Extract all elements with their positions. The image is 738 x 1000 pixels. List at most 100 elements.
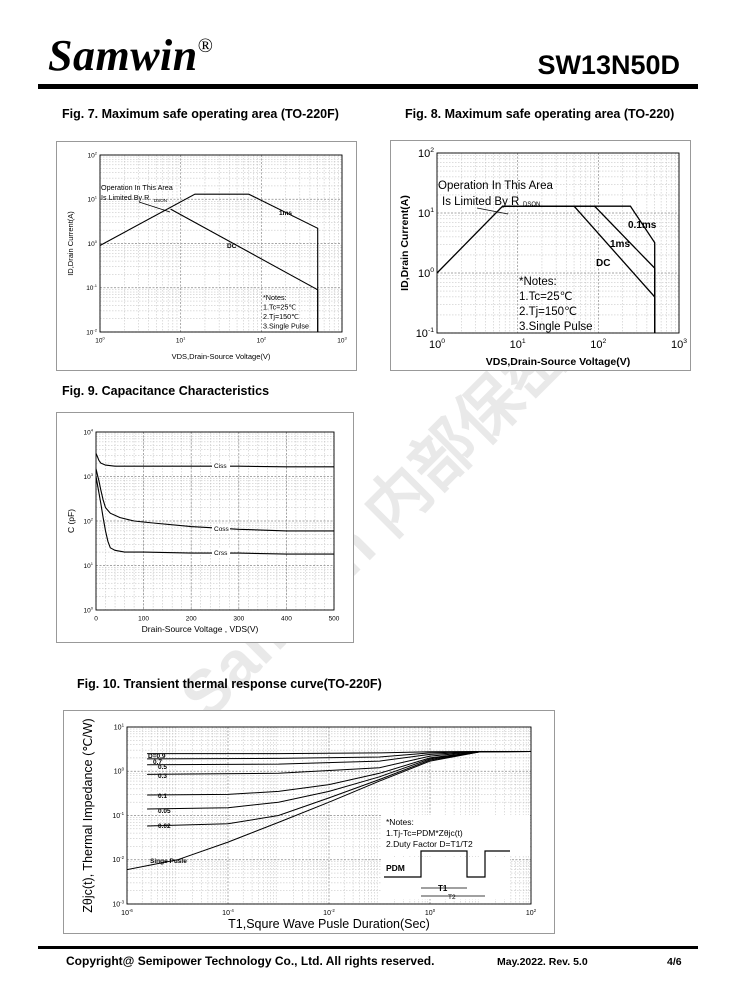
- fig8-annotation-arrow: [476, 207, 509, 215]
- svg-fig7-xtick-label: 101: [176, 336, 186, 345]
- svg-fig10-ytick-label: 100: [114, 767, 125, 776]
- footer-copyright: Copyright@ Semipower Technology Co., Ltd…: [66, 954, 435, 968]
- header-rule: [38, 84, 698, 89]
- fig9-label-bg-coss: [212, 524, 230, 533]
- svg-fig9-series-coss: [95, 468, 334, 532]
- svg-fig9-ylabel: C (pF): [66, 509, 76, 533]
- svg-fig10-ytick-label: 101: [114, 722, 125, 731]
- svg-fig9-series-crss: [95, 476, 334, 555]
- brand-registered-mark: ®: [197, 35, 214, 57]
- svg-fig7-xtick-label: 103: [337, 336, 347, 345]
- fig7-series-label-dc: DC: [227, 243, 237, 250]
- svg-fig10-series-singe-pusle: [126, 751, 532, 871]
- fig8-series-label-1ms: 1ms: [610, 239, 630, 250]
- svg-fig9-xtick-label: 100: [138, 616, 149, 623]
- svg-fig9-xtick-label: 0: [94, 616, 98, 623]
- svg-fig8-ylabel: ID,Drain Current(A): [399, 195, 411, 291]
- fig8-series-label-dc: DC: [596, 258, 610, 269]
- svg-fig7-ytick-label: 10-1: [86, 283, 98, 292]
- fig10-pulse-bg: [382, 857, 510, 899]
- fig8-annotation-rdson: DSON: [523, 202, 540, 208]
- svg-fig9-ytick-label: 102: [84, 516, 94, 525]
- fig7-note-3: 3.Single Pulse: [263, 322, 309, 331]
- fig10-series-label-5: 0.05: [158, 808, 171, 815]
- fig10-note-2: 2.Duty Factor D=T1/T2: [386, 839, 473, 849]
- svg-fig7-xlabel: VDS,Drain-Source Voltage(V): [172, 352, 271, 361]
- footer-revision: May.2022. Rev. 5.0: [497, 956, 588, 968]
- svg-fig7-ytick-label: 100: [88, 239, 98, 248]
- svg-fig8-ytick-label: 10-1: [416, 327, 435, 340]
- fig10-chart: 10-6 10-4 10-2 100 102 10-3 10-2 10-1 100 101 T1,S…: [63, 710, 555, 934]
- svg-fig10-ytick-label: 10-3: [112, 899, 124, 908]
- svg-fig10-ylabel: Zθjc(t), Thermal Impedance (℃/W): [81, 718, 95, 912]
- part-number: SW13N50D: [537, 50, 680, 80]
- svg-fig9-xlabel: Drain-Source Voltage , VDS(V): [142, 624, 259, 634]
- svg-fig10-axes-frame: [126, 726, 532, 905]
- svg-fig9-ytick-label: 100: [84, 605, 94, 614]
- fig7-note-2: 2.Tj=150℃: [263, 312, 299, 321]
- svg-fig10-xtick-label: 10-2: [323, 908, 335, 917]
- fig8-chart: 100 101 102 103 10-1 100 101 102 VDS,Drain-Sourc…: [390, 140, 691, 371]
- fig10-note-0: *Notes:: [386, 817, 414, 827]
- fig9-label-bg-crss: [212, 548, 230, 557]
- svg-fig9-ytick-label: 101: [84, 561, 94, 570]
- fig9-series-label-crss: Crss: [214, 550, 228, 557]
- fig7-chart: 100 101 102 103 10-2 10-1 100 101 102 VDS,Drain-S…: [56, 141, 357, 371]
- svg-fig7-series-1ms: [99, 193, 319, 332]
- fig7-annotation-arrow: [138, 201, 171, 213]
- fig10-series-label-1: 0.7: [153, 759, 162, 766]
- svg-fig7-ytick-label: 102: [88, 150, 98, 159]
- svg-fig10-xtick-label: 10-6: [121, 908, 133, 917]
- fig10-series-label-4: 0.1: [158, 793, 167, 800]
- svg-fig10-xtick-label: 102: [526, 908, 537, 917]
- fig7-series-label-1ms: 1ms: [279, 210, 292, 217]
- svg-fig10-ytick-label: 10-2: [112, 855, 124, 864]
- fig8-annotation-operation: Operation In This Area: [438, 180, 553, 192]
- svg-fig8-xtick-label: 101: [510, 338, 526, 351]
- fig7-note-1: 1.Tc=25℃: [263, 303, 296, 312]
- svg-fig10-series-0-05: [147, 751, 532, 810]
- footer-rule: [38, 946, 698, 949]
- svg-fig7-ylabel: ID,Drain Current(A): [66, 211, 75, 276]
- fig9-caption: Fig. 9. Capacitance Characteristics: [62, 384, 270, 398]
- svg-fig7-axes-frame: [99, 154, 343, 333]
- svg-fig8-ytick-label: 101: [418, 207, 434, 220]
- fig8-annotation-limited: Is Limited By R: [442, 196, 519, 208]
- svg-fig8-xtick-label: 100: [429, 338, 445, 351]
- fig10-note-1: 1.Tj-Tc=PDM*Zθjc(t): [386, 828, 463, 838]
- svg-fig7-series-dc: [170, 208, 319, 332]
- svg-fig8-ytick-label: 102: [418, 147, 434, 160]
- svg-fig9-series-ciss: [95, 453, 334, 468]
- fig10-series-label-2: 0.5: [158, 764, 167, 771]
- fig8-note-1: 1.Tc=25℃: [519, 291, 573, 303]
- fig10-series-label-0: D=0.9: [148, 753, 166, 760]
- fig8-note-2: 2.Tj=150℃: [519, 306, 577, 318]
- svg-fig9-xtick-label: 200: [186, 616, 197, 623]
- fig9-chart: 0 100 200 300 400 500 100 101 102 103 104 Drain-Sou…: [56, 412, 354, 643]
- svg-fig8-xtick-label: 103: [671, 338, 687, 351]
- fig10-pdm-label: PDM: [386, 863, 405, 873]
- brand-logo: Samwin®: [48, 34, 213, 78]
- fig7-plot: 100 101 102 103 10-2 10-1 100 101 102 VDS,Drain-S…: [66, 150, 348, 361]
- svg-fig10-xtick-label: 100: [425, 908, 436, 917]
- svg-fig8-series-dc: [502, 205, 656, 333]
- fig7-annotation-limited: Is Limited By R: [101, 193, 149, 202]
- fig8-note-3: 3.Single Pulse: [519, 321, 593, 333]
- fig10-pulse-waveform: [384, 850, 510, 878]
- fig9-label-bg-ciss: [212, 461, 230, 470]
- fig8-note-0: *Notes:: [519, 276, 557, 288]
- fig7-caption: Fig. 7. Maximum safe operating area (TO-…: [62, 107, 339, 121]
- svg-fig9-axes-frame: [95, 431, 335, 611]
- fig9-series-label-coss: Coss: [214, 526, 230, 533]
- fig8-series-label-0.1ms: 0.1ms: [628, 220, 657, 231]
- fig7-annotation-operation: Operation In This Area: [101, 183, 173, 192]
- svg-fig8-axes-frame: [436, 152, 680, 334]
- fig9-series-label-ciss: Ciss: [214, 463, 227, 470]
- svg-fig9-xtick-label: 400: [281, 616, 292, 623]
- fig10-series-label-3: 0.3: [158, 773, 167, 780]
- fig7-note-0: *Notes:: [263, 293, 287, 302]
- fig7-annotation-rdson: DSON: [154, 198, 167, 203]
- svg-fig9-ytick-label: 104: [84, 427, 94, 436]
- svg-fig7-xtick-label: 100: [95, 336, 105, 345]
- svg-fig8-xtick-label: 102: [590, 338, 606, 351]
